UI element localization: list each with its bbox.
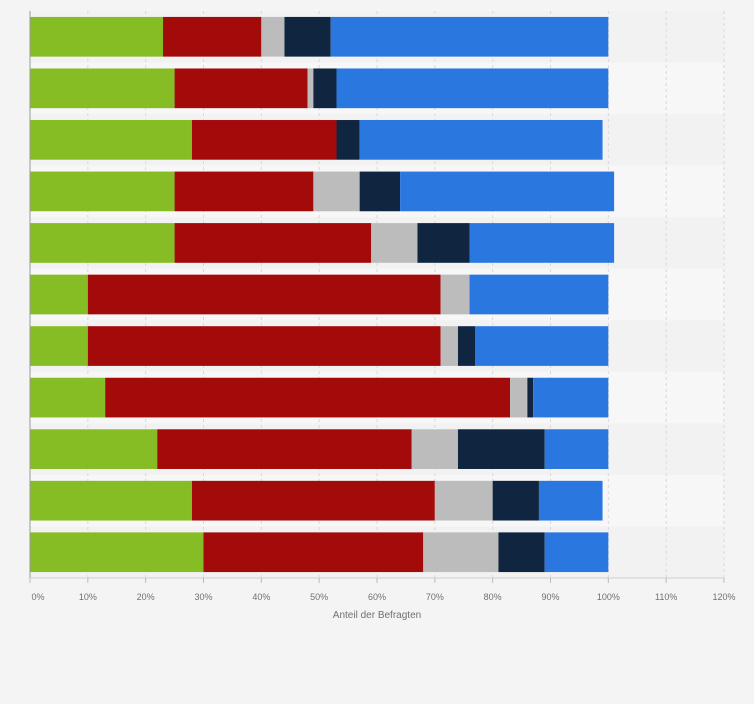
bar-segment xyxy=(330,16,609,57)
bar-segment xyxy=(30,377,106,418)
bar-segment xyxy=(30,326,88,366)
bar-segment xyxy=(336,120,360,160)
bar-segment xyxy=(544,532,609,573)
x-tick-label: 60% xyxy=(368,592,386,602)
x-axis-title: Anteil der Befragten xyxy=(333,610,421,621)
bar-segment xyxy=(30,120,192,160)
bar-segment xyxy=(533,377,609,418)
bar-segment xyxy=(87,274,441,315)
x-tick-label: 0% xyxy=(31,592,44,602)
bar-segment xyxy=(434,480,493,521)
x-tick-label: 10% xyxy=(79,592,97,602)
bar-segment xyxy=(440,274,470,315)
bar-segment xyxy=(359,171,401,212)
bar-segment xyxy=(284,16,331,57)
bar-segment xyxy=(30,16,164,57)
x-tick-label: 110% xyxy=(655,592,677,602)
bar-segment xyxy=(30,532,204,573)
bar-segment xyxy=(411,429,458,469)
x-tick-label: 50% xyxy=(310,592,328,602)
bar-segment xyxy=(307,68,314,109)
x-axis: 0% 10% 20% 30% 40% 50% 60% 70% 80% 90% 100% 110% 120… xyxy=(29,11,736,602)
bar-segment xyxy=(400,171,615,212)
bar-segment xyxy=(30,68,175,109)
x-tick-label: 120% xyxy=(712,592,735,602)
bar-segment xyxy=(163,16,262,57)
bar-segment xyxy=(417,223,470,263)
bar-segment xyxy=(469,223,615,263)
bar-segment xyxy=(87,326,441,366)
bar-segment xyxy=(544,429,609,469)
bar-segment xyxy=(440,326,458,366)
bar-segment xyxy=(174,171,314,212)
bar-segment xyxy=(30,171,175,212)
bar-segment xyxy=(313,171,360,212)
bar-segment xyxy=(261,16,285,57)
bar-segment xyxy=(371,223,418,263)
bar-segment xyxy=(423,532,499,573)
bar-segment xyxy=(457,429,545,469)
bar-segment xyxy=(527,377,534,418)
bar-segment xyxy=(191,120,337,160)
bar-segment xyxy=(469,274,609,315)
bar-segment xyxy=(492,480,539,521)
bar-segment xyxy=(475,326,609,366)
bar-segment xyxy=(510,377,528,418)
x-tick-label: 100% xyxy=(597,592,620,602)
bars xyxy=(30,16,615,573)
bar-segment xyxy=(313,68,337,109)
x-tick-label: 70% xyxy=(426,592,444,602)
bar-segment xyxy=(359,120,603,160)
bar-segment xyxy=(498,532,545,573)
x-tick-label: 20% xyxy=(137,592,155,602)
x-tick-label: 90% xyxy=(541,592,559,602)
bar-segment xyxy=(30,429,158,469)
bar-segment xyxy=(174,68,308,109)
bar-segment xyxy=(538,480,603,521)
bar-segment xyxy=(336,68,609,109)
bar-segment xyxy=(30,223,175,263)
bar-segment xyxy=(174,223,372,263)
x-tick-label: 40% xyxy=(252,592,270,602)
bar-segment xyxy=(30,274,88,315)
bar-segment xyxy=(105,377,511,418)
x-tick-label: 80% xyxy=(484,592,502,602)
bar-segment xyxy=(191,480,435,521)
x-tick-label: 30% xyxy=(194,592,212,602)
bar-segment xyxy=(457,326,476,366)
bar-segment xyxy=(203,532,424,573)
bar-segment xyxy=(30,480,192,521)
bar-segment xyxy=(157,429,412,469)
